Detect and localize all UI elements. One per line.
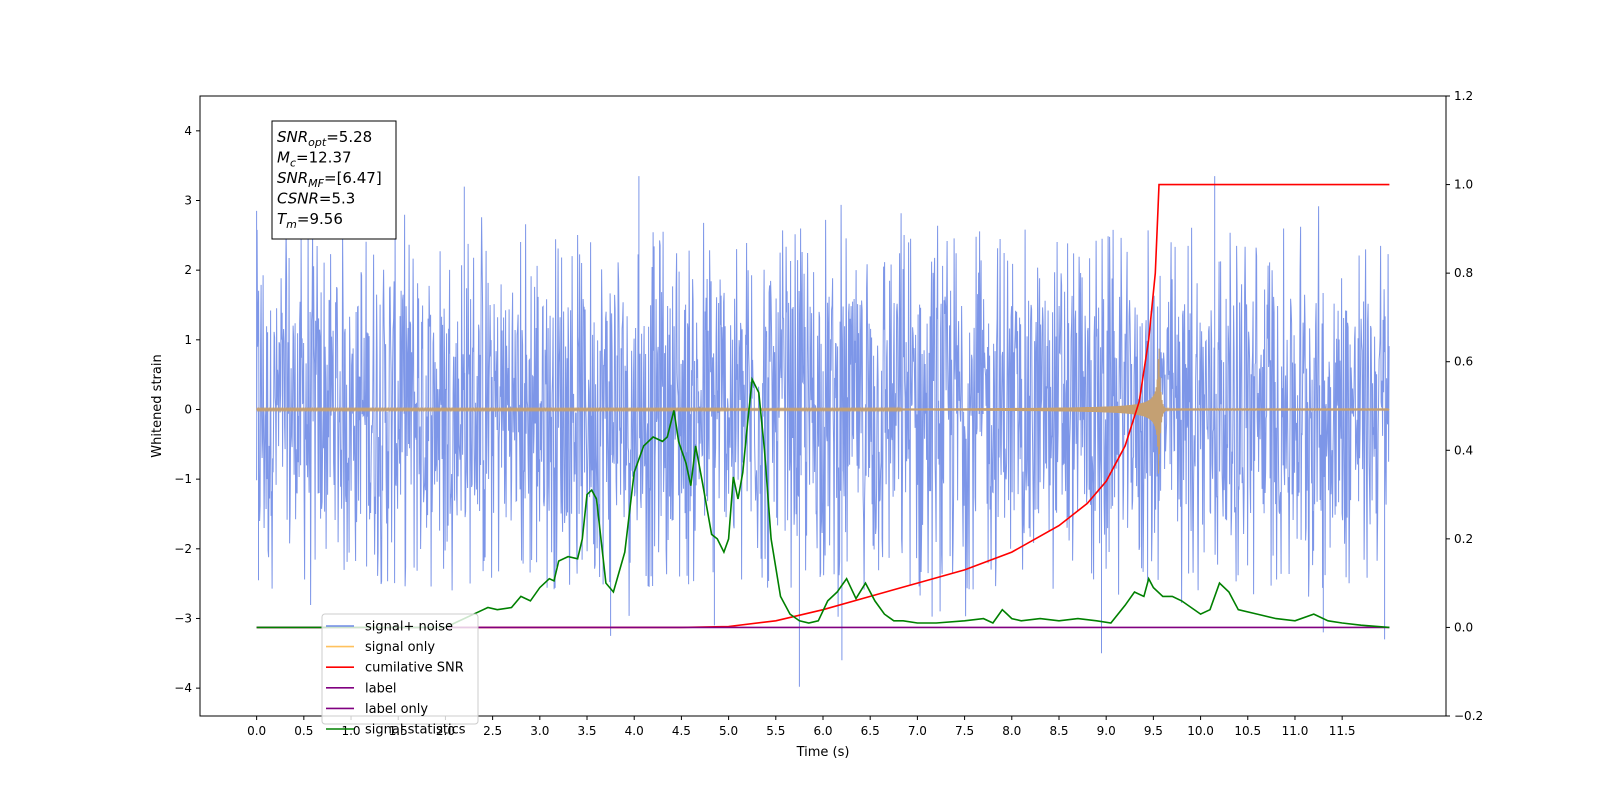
legend-label: label xyxy=(365,681,396,696)
legend-label: label only xyxy=(365,702,428,717)
legend-label: signal only xyxy=(365,640,435,655)
y2-tick-label: 1.2 xyxy=(1454,89,1473,103)
x-tick-label: 5.5 xyxy=(766,724,785,738)
y2-tick-label: 0.6 xyxy=(1454,355,1473,369)
x-tick-label: 2.5 xyxy=(483,724,502,738)
x-tick-label: 1.0 xyxy=(341,724,360,738)
info-line: Mc=12.37 xyxy=(277,149,352,170)
x-tick-label: 8.0 xyxy=(1002,724,1021,738)
x-tick-label: 5.0 xyxy=(719,724,738,738)
x-tick-label: 6.0 xyxy=(813,724,832,738)
x-tick-label: 10.0 xyxy=(1187,724,1214,738)
x-tick-label: 7.5 xyxy=(955,724,974,738)
y-tick-label: −4 xyxy=(174,681,192,695)
signal-noise-line xyxy=(256,176,1390,687)
x-tick-label: 11.5 xyxy=(1329,724,1356,738)
y-tick-label: −3 xyxy=(174,611,192,625)
y-tick-label: 0 xyxy=(184,402,192,416)
y-tick-label: −1 xyxy=(174,472,192,486)
y2-tick-label: 0.8 xyxy=(1454,266,1473,280)
legend-label: signal statistics xyxy=(365,723,466,738)
y-tick-label: 1 xyxy=(184,333,192,347)
plot-area xyxy=(256,176,1390,687)
x-tick-label: 7.0 xyxy=(908,724,927,738)
y-axis-label: Whitened strain xyxy=(150,354,165,457)
x-tick-label: 6.5 xyxy=(861,724,880,738)
x-tick-label: 8.5 xyxy=(1049,724,1068,738)
x-tick-label: 0.0 xyxy=(247,724,266,738)
signal-only-line xyxy=(256,348,1390,474)
info-line: CSNR=5.3 xyxy=(277,190,355,208)
x-tick-label: 9.0 xyxy=(1097,724,1116,738)
y-tick-label: −2 xyxy=(174,542,192,556)
x-axis-label: Time (s) xyxy=(796,745,850,760)
y2-tick-label: 1.0 xyxy=(1454,178,1473,192)
cumilative-snr-line xyxy=(256,183,1390,629)
y2-tick-label: 0.0 xyxy=(1454,620,1473,634)
x-tick-label: 0.5 xyxy=(294,724,313,738)
info-line: SNRMF=[6.47] xyxy=(277,169,382,190)
legend-frame xyxy=(321,613,479,725)
x-tick-label: 9.5 xyxy=(1144,724,1163,738)
y-tick-label: 4 xyxy=(184,124,192,138)
y-tick-label: 3 xyxy=(184,193,192,207)
x-tick-label: 3.5 xyxy=(577,724,596,738)
x-tick-label: 4.0 xyxy=(625,724,644,738)
info-line: SNRopt=5.28 xyxy=(277,128,372,149)
info-line: Tm=9.56 xyxy=(277,210,343,231)
signal-statistics-line xyxy=(256,376,1390,629)
x-tick-label: 3.0 xyxy=(530,724,549,738)
legend-label: cumilative SNR xyxy=(365,661,464,676)
legend-label: signal+ noise xyxy=(365,620,453,635)
x-axis: 0.0 0.5 1.0 1.5 2.0 2.5 3.0 3.5 4.0 4.5 5.0 5.5 6.0 6… xyxy=(247,716,1356,738)
y-tick-label: 2 xyxy=(184,263,192,277)
info-box-frame xyxy=(271,120,397,240)
y2-axis: −0.2 0.0 0.2 0.4 0.6 0.8 1.0 1.2 xyxy=(1446,89,1483,723)
y2-tick-label: 0.4 xyxy=(1454,443,1473,457)
x-tick-label: 11.0 xyxy=(1282,724,1309,738)
y-axis: −4 −3 −2 −1 0 1 2 3 4 xyxy=(174,124,200,695)
x-tick-label: 1.5 xyxy=(389,724,408,738)
x-tick-label: 4.5 xyxy=(672,724,691,738)
y2-tick-label: 0.2 xyxy=(1454,532,1473,546)
legend: signal+ noise signal only cumilative SNR la… xyxy=(321,613,479,738)
x-tick-label: 2.0 xyxy=(436,724,455,738)
y2-tick-label: −0.2 xyxy=(1454,709,1483,723)
x-tick-label: 10.5 xyxy=(1234,724,1261,738)
